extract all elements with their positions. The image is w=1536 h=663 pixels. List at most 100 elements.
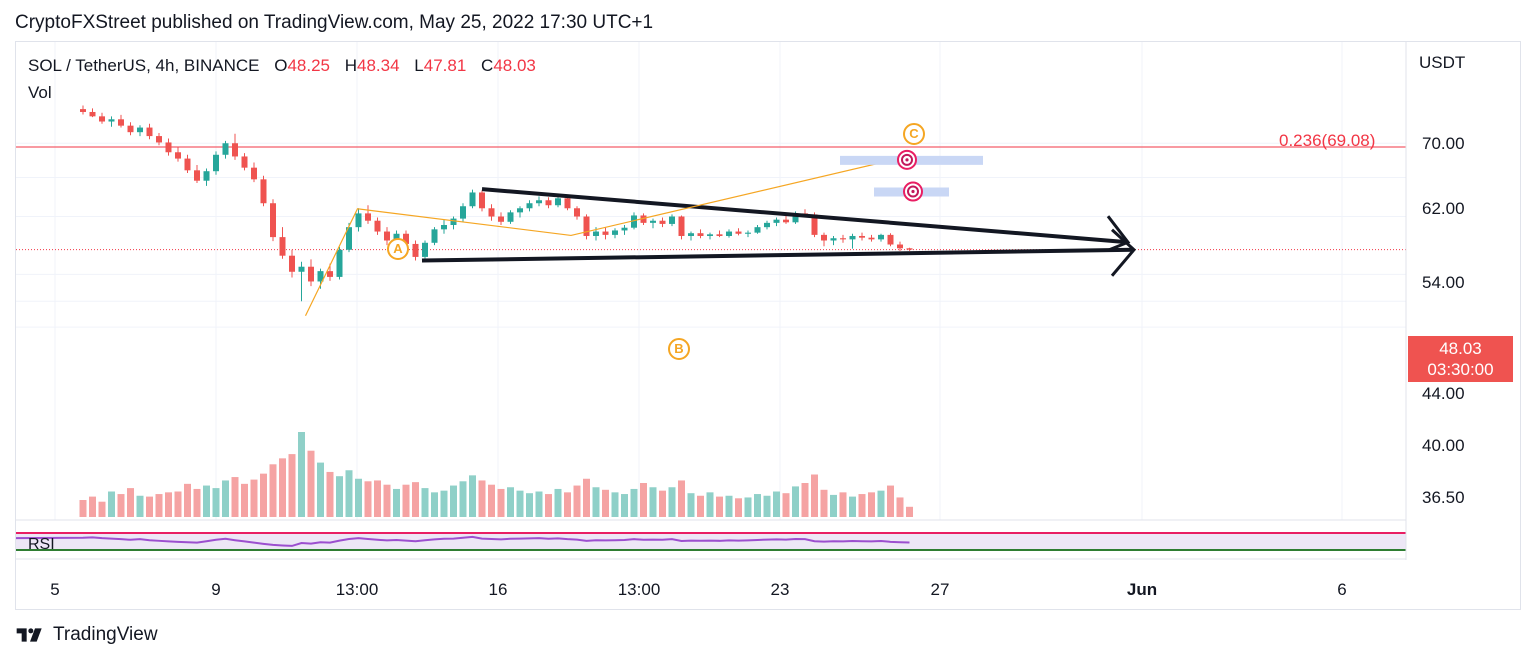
candle-body xyxy=(336,249,343,277)
candle-body xyxy=(650,220,656,223)
triangle-lower-line xyxy=(421,247,1135,263)
candle-body xyxy=(669,216,675,224)
symbol-label[interactable]: SOL / TetherUS, 4h, BINANCE xyxy=(28,56,260,75)
candle-body xyxy=(688,233,694,236)
candle-body xyxy=(232,143,238,157)
rsi-indicator-label[interactable]: RSI xyxy=(28,536,55,553)
candle-body xyxy=(194,170,200,181)
candle-body xyxy=(89,111,96,117)
target-icon-ring xyxy=(901,153,913,166)
volume-bar xyxy=(735,498,742,517)
bar-countdown: 03:30:00 xyxy=(1427,360,1494,379)
candle-body xyxy=(906,248,913,250)
candle-body xyxy=(849,235,856,240)
candle-body xyxy=(317,271,324,282)
candle-body xyxy=(621,227,628,231)
wave-path xyxy=(304,154,914,316)
time-tick: 13:00 xyxy=(617,580,661,599)
close-value: 48.03 xyxy=(493,56,536,75)
volume-bar xyxy=(697,495,704,517)
volume-bar xyxy=(687,493,695,517)
price-tick: 54.00 xyxy=(1422,273,1465,292)
candle-body xyxy=(222,143,229,155)
candle-body xyxy=(564,198,571,209)
candle-body xyxy=(897,244,903,249)
volume-bar xyxy=(355,478,362,517)
volume-bar xyxy=(383,484,391,517)
candle-body xyxy=(878,234,884,240)
candle-body xyxy=(99,116,105,122)
time-tick: 5 xyxy=(50,580,60,599)
volume-indicator-label[interactable]: Vol xyxy=(28,83,52,102)
time-tick: 6 xyxy=(1337,580,1347,599)
price-tick: 44.00 xyxy=(1422,384,1465,403)
volume-bar xyxy=(127,488,134,517)
volume-bar xyxy=(374,480,381,517)
candle-body xyxy=(460,206,466,219)
candle-body xyxy=(498,216,504,222)
target-icon-ring xyxy=(907,185,919,198)
candle-body xyxy=(80,109,86,112)
candle-body xyxy=(811,214,818,235)
candle-body xyxy=(365,213,371,221)
volume-bar xyxy=(554,488,562,517)
volume-bar xyxy=(830,494,837,517)
candle-body xyxy=(488,208,495,217)
candle-body xyxy=(726,231,732,236)
fib-level-label: 0.236(69.08) xyxy=(1279,131,1376,150)
volume-bar xyxy=(659,490,666,517)
volume-bar xyxy=(839,492,847,517)
candle-body xyxy=(137,127,143,133)
wave-label-c[interactable]: C xyxy=(903,123,925,145)
candle-body xyxy=(393,233,400,241)
volume-bar xyxy=(564,492,571,517)
volume-bar xyxy=(592,487,600,517)
volume-bar xyxy=(469,475,476,517)
rsi-line xyxy=(15,535,910,547)
candle-body xyxy=(108,119,115,122)
breakout-arrow-lower xyxy=(1110,228,1137,277)
volume-bar xyxy=(763,495,771,517)
wave-label-b[interactable]: B xyxy=(668,338,690,360)
candle-body xyxy=(479,192,485,209)
candle-body xyxy=(697,233,704,236)
candle-body xyxy=(203,171,210,181)
volume-bar xyxy=(725,495,733,517)
footer: TradingView xyxy=(15,624,158,646)
candle-body xyxy=(213,154,219,172)
volume-bar xyxy=(203,485,210,517)
candle-body xyxy=(593,231,599,236)
candle-body xyxy=(792,213,799,223)
candle-body xyxy=(507,212,514,222)
volume-bar xyxy=(535,491,543,517)
last-price-badge: 48.03 03:30:00 xyxy=(1408,336,1513,382)
candle-body xyxy=(745,232,751,234)
candle-body xyxy=(555,198,561,206)
target-icon-dot xyxy=(911,189,915,194)
high-label: H xyxy=(344,56,358,75)
volume-bar xyxy=(706,492,714,517)
target-icon-dot xyxy=(905,158,909,162)
volume-bar xyxy=(326,471,334,517)
volume-bar xyxy=(526,493,533,517)
volume-bar xyxy=(393,488,400,517)
candle-body xyxy=(868,237,875,240)
volume-bar xyxy=(307,450,315,517)
volume-bar xyxy=(887,485,894,517)
volume-bar xyxy=(716,496,723,517)
volume-bar xyxy=(431,492,438,517)
candle-body xyxy=(859,235,865,238)
volume-bar xyxy=(573,485,581,517)
candle-body xyxy=(526,203,533,209)
candle-body xyxy=(298,266,305,272)
candle-body xyxy=(241,156,248,168)
candle-body xyxy=(355,213,362,228)
volume-bar xyxy=(820,489,828,517)
wave-label-a[interactable]: A xyxy=(387,238,409,260)
volume-bar xyxy=(89,496,96,517)
volume-bar xyxy=(478,480,486,517)
candle-body xyxy=(707,234,713,236)
candle-body xyxy=(260,179,267,204)
volume-bar xyxy=(497,488,505,517)
